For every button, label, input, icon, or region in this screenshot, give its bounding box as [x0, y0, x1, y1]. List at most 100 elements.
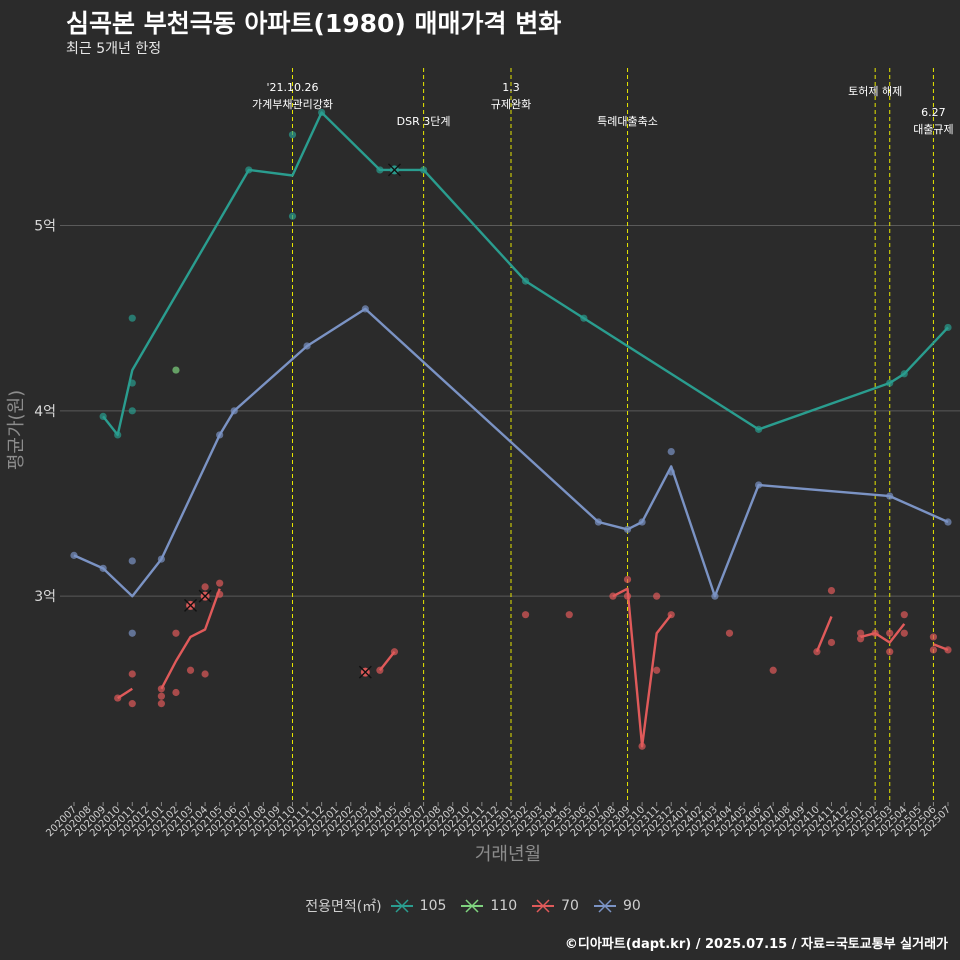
data-point-70 — [638, 742, 646, 750]
series-90 — [70, 305, 952, 637]
event-annotation-text: '21.10.26 — [266, 81, 318, 94]
data-point-70 — [521, 611, 530, 619]
legend-label: 70 — [561, 898, 579, 914]
legend: 전용면적(㎡) 105 110 70 90 — [0, 896, 960, 916]
data-point-105 — [288, 131, 297, 139]
data-point-105 — [944, 323, 952, 332]
data-point-70 — [157, 700, 165, 708]
cancelled-mark-70 — [184, 598, 198, 612]
series-line-70 — [612, 587, 673, 748]
cancelled-mark-70 — [358, 665, 372, 679]
data-point-70 — [929, 646, 938, 654]
data-point-70 — [667, 611, 675, 619]
data-point-70 — [900, 629, 908, 637]
series-line-70 — [378, 650, 396, 672]
legend-key-90 — [593, 899, 616, 913]
data-point-70 — [390, 648, 399, 656]
data-point-70 — [813, 648, 821, 656]
data-point-90 — [216, 431, 224, 439]
data-point-105 — [886, 379, 894, 387]
data-point-70 — [886, 629, 894, 637]
legend-key-110 — [461, 899, 484, 913]
data-point-70 — [172, 629, 180, 637]
legend-item-70: 70 — [531, 898, 579, 914]
chart-subtitle: 최근 5개년 한정 — [66, 41, 162, 57]
data-point-70 — [157, 692, 165, 700]
data-point-70 — [929, 633, 938, 641]
data-point-70 — [186, 666, 195, 674]
data-point-105 — [755, 425, 763, 433]
grid-lines — [60, 225, 960, 597]
data-point-70 — [886, 648, 894, 656]
event-annotation-text: 가계부채관리강화 — [252, 98, 333, 111]
series-line-90 — [73, 307, 949, 598]
data-point-90 — [755, 481, 763, 489]
data-point-105 — [420, 166, 428, 174]
data-point-105 — [114, 431, 122, 439]
legend-item-90: 90 — [593, 898, 641, 914]
series-line-70 — [815, 616, 833, 653]
x-axis-title: 거래년월 — [475, 844, 541, 865]
data-point-90 — [594, 518, 603, 526]
chart-title: 심곡본 부천극동 아파트(1980) 매매가격 변화 — [66, 9, 562, 38]
data-point-90 — [230, 407, 238, 415]
data-point-105 — [128, 379, 136, 387]
data-point-70 — [871, 629, 879, 637]
data-point-70 — [653, 592, 661, 600]
data-point-105 — [245, 166, 253, 174]
data-point-105 — [128, 314, 136, 322]
data-point-70 — [623, 592, 632, 600]
data-point-90 — [623, 525, 632, 534]
data-point-70 — [114, 694, 122, 702]
data-point-70 — [653, 666, 661, 674]
event-lines — [292, 68, 934, 800]
data-point-70 — [172, 688, 180, 697]
data-point-105 — [128, 407, 136, 415]
data-point-70 — [216, 579, 224, 587]
legend-key-cross — [465, 899, 479, 913]
data-point-110 — [172, 366, 180, 374]
legend-title: 전용면적(㎡) — [305, 899, 382, 915]
data-point-90 — [667, 468, 675, 476]
cancelled-mark-70 — [198, 589, 212, 603]
data-point-70 — [623, 575, 632, 584]
data-point-70 — [827, 638, 836, 647]
data-point-90 — [638, 518, 646, 526]
data-point-70 — [725, 629, 734, 637]
data-point-90 — [70, 551, 78, 559]
data-point-90 — [128, 629, 136, 637]
data-point-105 — [288, 212, 297, 220]
event-annotation-text: 대출규제 — [913, 123, 953, 136]
legend-items: 105 110 70 90 — [390, 898, 655, 914]
y-tick-label: 4억 — [34, 404, 56, 420]
legend-key-cross — [598, 899, 612, 913]
data-point-70 — [857, 629, 865, 637]
event-annotation-text: 규제완화 — [491, 98, 531, 111]
data-point-105 — [580, 314, 588, 322]
event-annotation-text: 특례대출축소 — [597, 115, 658, 128]
y-axis-title: 평균가(원) — [6, 390, 27, 470]
cancelled-mark-105 — [387, 163, 401, 177]
data-point-70 — [565, 611, 573, 619]
legend-label: 105 — [419, 898, 447, 914]
x-tick-labels: 2020072020082020092020102020112020122021… — [44, 802, 953, 839]
series-110 — [172, 366, 180, 374]
data-point-70 — [376, 666, 384, 674]
data-point-70 — [827, 586, 836, 595]
legend-item-110: 110 — [460, 898, 517, 914]
series-line-70 — [860, 623, 906, 644]
data-point-70 — [201, 583, 209, 591]
data-point-90 — [128, 557, 136, 565]
y-tick-label: 3억 — [34, 589, 56, 605]
event-annotation-text: DSR 3단계 — [397, 115, 451, 128]
data-point-70 — [128, 670, 136, 678]
data-point-105 — [99, 412, 107, 420]
data-point-70 — [128, 700, 136, 708]
data-point-105 — [376, 166, 384, 174]
data-point-90 — [886, 492, 894, 500]
data-point-70 — [857, 635, 865, 643]
series-105 — [99, 108, 952, 439]
data-point-70 — [609, 592, 617, 600]
series-line-105 — [102, 111, 949, 437]
data-point-90 — [711, 592, 719, 600]
